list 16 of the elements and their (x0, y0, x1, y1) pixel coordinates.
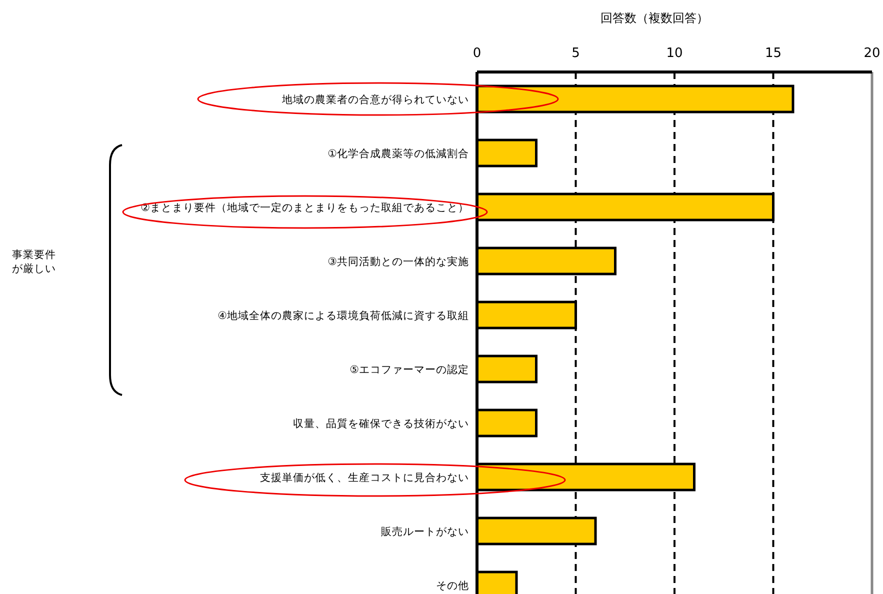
x-axis-title: 回答数（複数回答） (600, 11, 708, 25)
x-tick-label: 15 (764, 46, 782, 61)
y-tick-label: 販売ルートがない (381, 525, 469, 538)
x-tick-label: 10 (666, 46, 683, 61)
y-tick-label: ⑤エコファーマーの認定 (350, 363, 469, 376)
y-tick-label: 支援単価が低く、生産コストに見合わない (260, 471, 469, 484)
text: 事業要件が厳しい (12, 248, 56, 275)
y-tick-label: 収量、品質を確保できる技術がない (293, 417, 469, 430)
x-tick-label: 5 (572, 46, 580, 61)
y-tick-label: ③共同活動との一体的な実施 (328, 255, 469, 268)
x-tick-label: 20 (864, 46, 880, 61)
x-tick-label: 0 (472, 46, 482, 61)
y-tick-label: 地域の農業者の合意が得られていない (281, 93, 469, 106)
y-tick-label: その他 (436, 580, 469, 592)
y-tick-label: ④地域全体の農家による環境負荷低減に資する取組 (218, 309, 469, 322)
y-tick-label: ①化学合成農薬等の低減割合 (328, 147, 469, 160)
